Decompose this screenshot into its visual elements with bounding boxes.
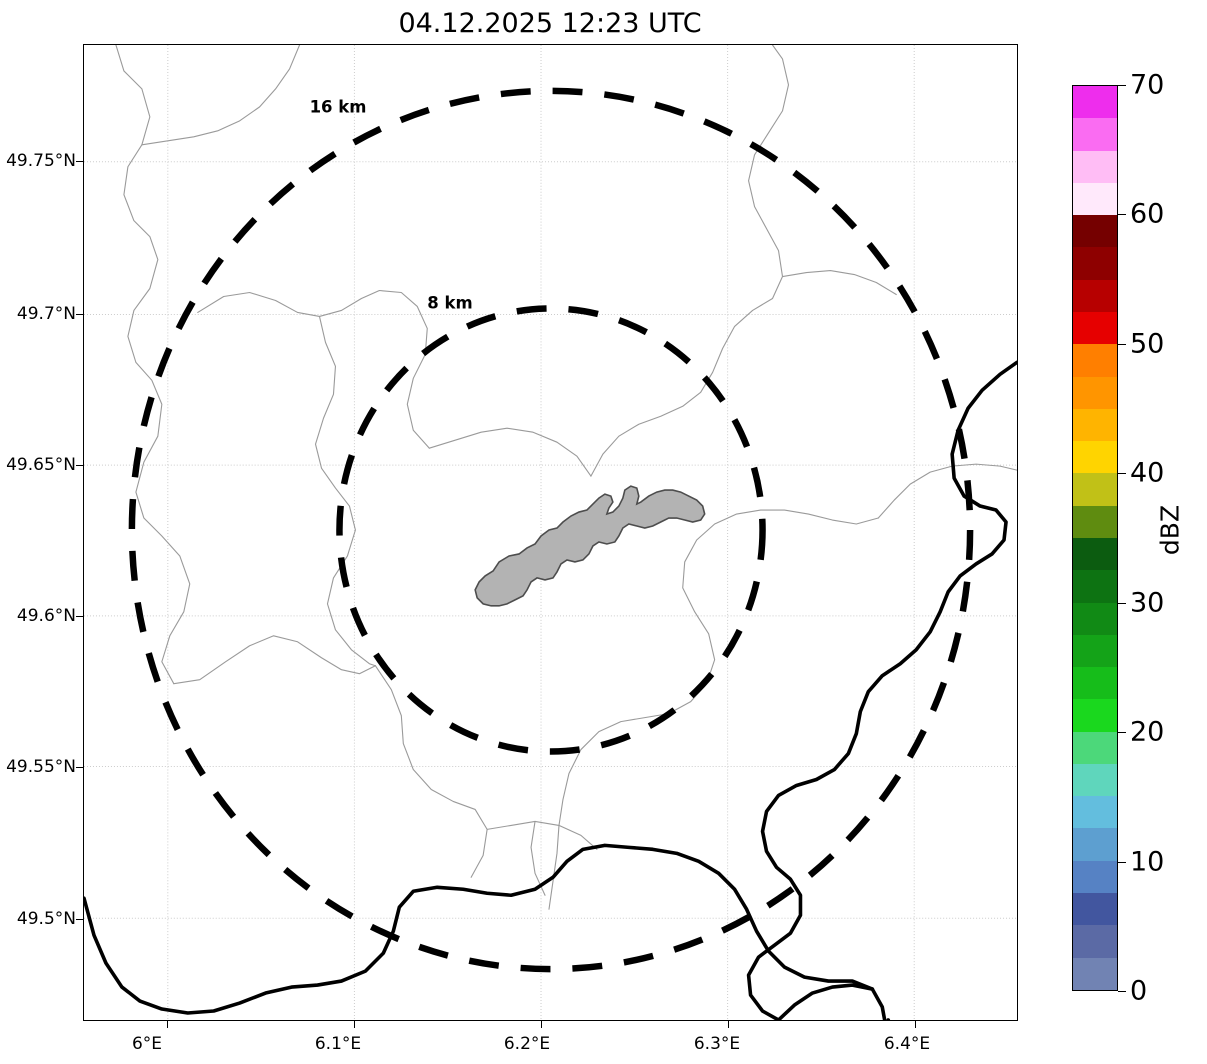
colorbar-band: [1073, 925, 1117, 958]
water-body-polygon: [474, 485, 706, 607]
x-tickmark: [167, 1021, 169, 1028]
colorbar-band: [1073, 86, 1117, 119]
y-tickmark: [76, 161, 83, 163]
colorbar-tick-label: 70: [1130, 69, 1165, 101]
colorbar-band: [1073, 311, 1117, 345]
y-axis-tick-label: 49.7°N: [16, 304, 76, 324]
colorbar-tick-label: 40: [1130, 457, 1165, 489]
y-axis-tick-label: 49.65°N: [6, 455, 76, 475]
colorbar-band: [1073, 150, 1117, 183]
colorbar-band: [1073, 537, 1117, 571]
colorbar-tickmark: [1118, 732, 1126, 734]
range-ring-16km: [128, 87, 974, 973]
colorbar-tick-label: 50: [1130, 328, 1165, 360]
admin-boundaries: [115, 45, 1017, 910]
range-rings: [128, 87, 974, 973]
map-plot-area[interactable]: [83, 44, 1018, 1021]
colorbar-band: [1073, 441, 1117, 474]
colorbar-tick-label: 20: [1130, 716, 1165, 748]
colorbar-tickmark: [1118, 214, 1126, 216]
colorbar-tick-label: 60: [1130, 198, 1165, 230]
colorbar-band: [1073, 182, 1117, 216]
y-axis-tick-label: 49.5°N: [16, 909, 76, 929]
range-ring-label-16km: 16 km: [309, 97, 367, 117]
y-tickmark: [76, 465, 83, 467]
colorbar-band: [1073, 828, 1117, 861]
colorbar-band: [1073, 957, 1117, 990]
colorbar-band: [1073, 634, 1117, 668]
y-tickmark: [76, 767, 83, 769]
page-title: 04.12.2025 12:23 UTC: [398, 8, 702, 39]
x-tickmark: [354, 1021, 356, 1028]
colorbar-tickmark: [1118, 473, 1126, 475]
colorbar-axis-label: dBZ: [1155, 504, 1185, 556]
colorbar-tick-label: 0: [1130, 975, 1148, 1007]
colorbar-band: [1073, 860, 1117, 894]
colorbar-band: [1073, 796, 1117, 829]
colorbar-band: [1073, 247, 1117, 280]
colorbar-band: [1073, 215, 1117, 248]
colorbar-band: [1073, 344, 1117, 377]
colorbar[interactable]: [1072, 85, 1118, 991]
y-axis-tick-label: 49.55°N: [6, 757, 76, 777]
range-ring-label-8km: 8 km: [427, 293, 473, 313]
colorbar-tickmark: [1118, 85, 1126, 87]
colorbar-band: [1073, 408, 1117, 442]
colorbar-band: [1073, 570, 1117, 603]
y-tickmark: [76, 616, 83, 618]
colorbar-band: [1073, 667, 1117, 700]
colorbar-band: [1073, 376, 1117, 409]
colorbar-tickmark: [1118, 991, 1126, 993]
national-borders: [84, 360, 1017, 1020]
range-ring-8km: [336, 305, 766, 755]
y-axis-tick-label: 49.75°N: [6, 151, 76, 171]
colorbar-tickmark: [1118, 344, 1126, 346]
map-svg: [84, 45, 1017, 1020]
x-tickmark: [541, 1021, 543, 1028]
colorbar-tickmark: [1118, 603, 1126, 605]
colorbar-tickmark: [1118, 862, 1126, 864]
colorbar-band: [1073, 699, 1117, 732]
colorbar-tick-label: 30: [1130, 587, 1165, 619]
x-axis-tick-label: 6.4°E: [883, 1034, 931, 1054]
y-tickmark: [76, 919, 83, 921]
x-tickmark: [915, 1021, 917, 1028]
colorbar-band: [1073, 279, 1117, 312]
colorbar-band: [1073, 118, 1117, 151]
colorbar-band: [1073, 763, 1117, 797]
x-axis-tick-label: 6.1°E: [314, 1034, 362, 1054]
x-axis-tick-label: 6.2°E: [503, 1034, 551, 1054]
colorbar-tick-label: 10: [1130, 846, 1165, 878]
x-tickmark: [728, 1021, 730, 1028]
colorbar-band: [1073, 731, 1117, 764]
colorbar-band: [1073, 602, 1117, 635]
colorbar-band: [1073, 505, 1117, 538]
x-axis-tick-label: 6.3°E: [693, 1034, 741, 1054]
x-axis-tick-label: 6°E: [131, 1034, 163, 1054]
colorbar-band: [1073, 473, 1117, 506]
colorbar-band: [1073, 893, 1117, 926]
y-tickmark: [76, 314, 83, 316]
map-gridlines: [84, 45, 1017, 1020]
y-axis-tick-label: 49.6°N: [16, 606, 76, 626]
